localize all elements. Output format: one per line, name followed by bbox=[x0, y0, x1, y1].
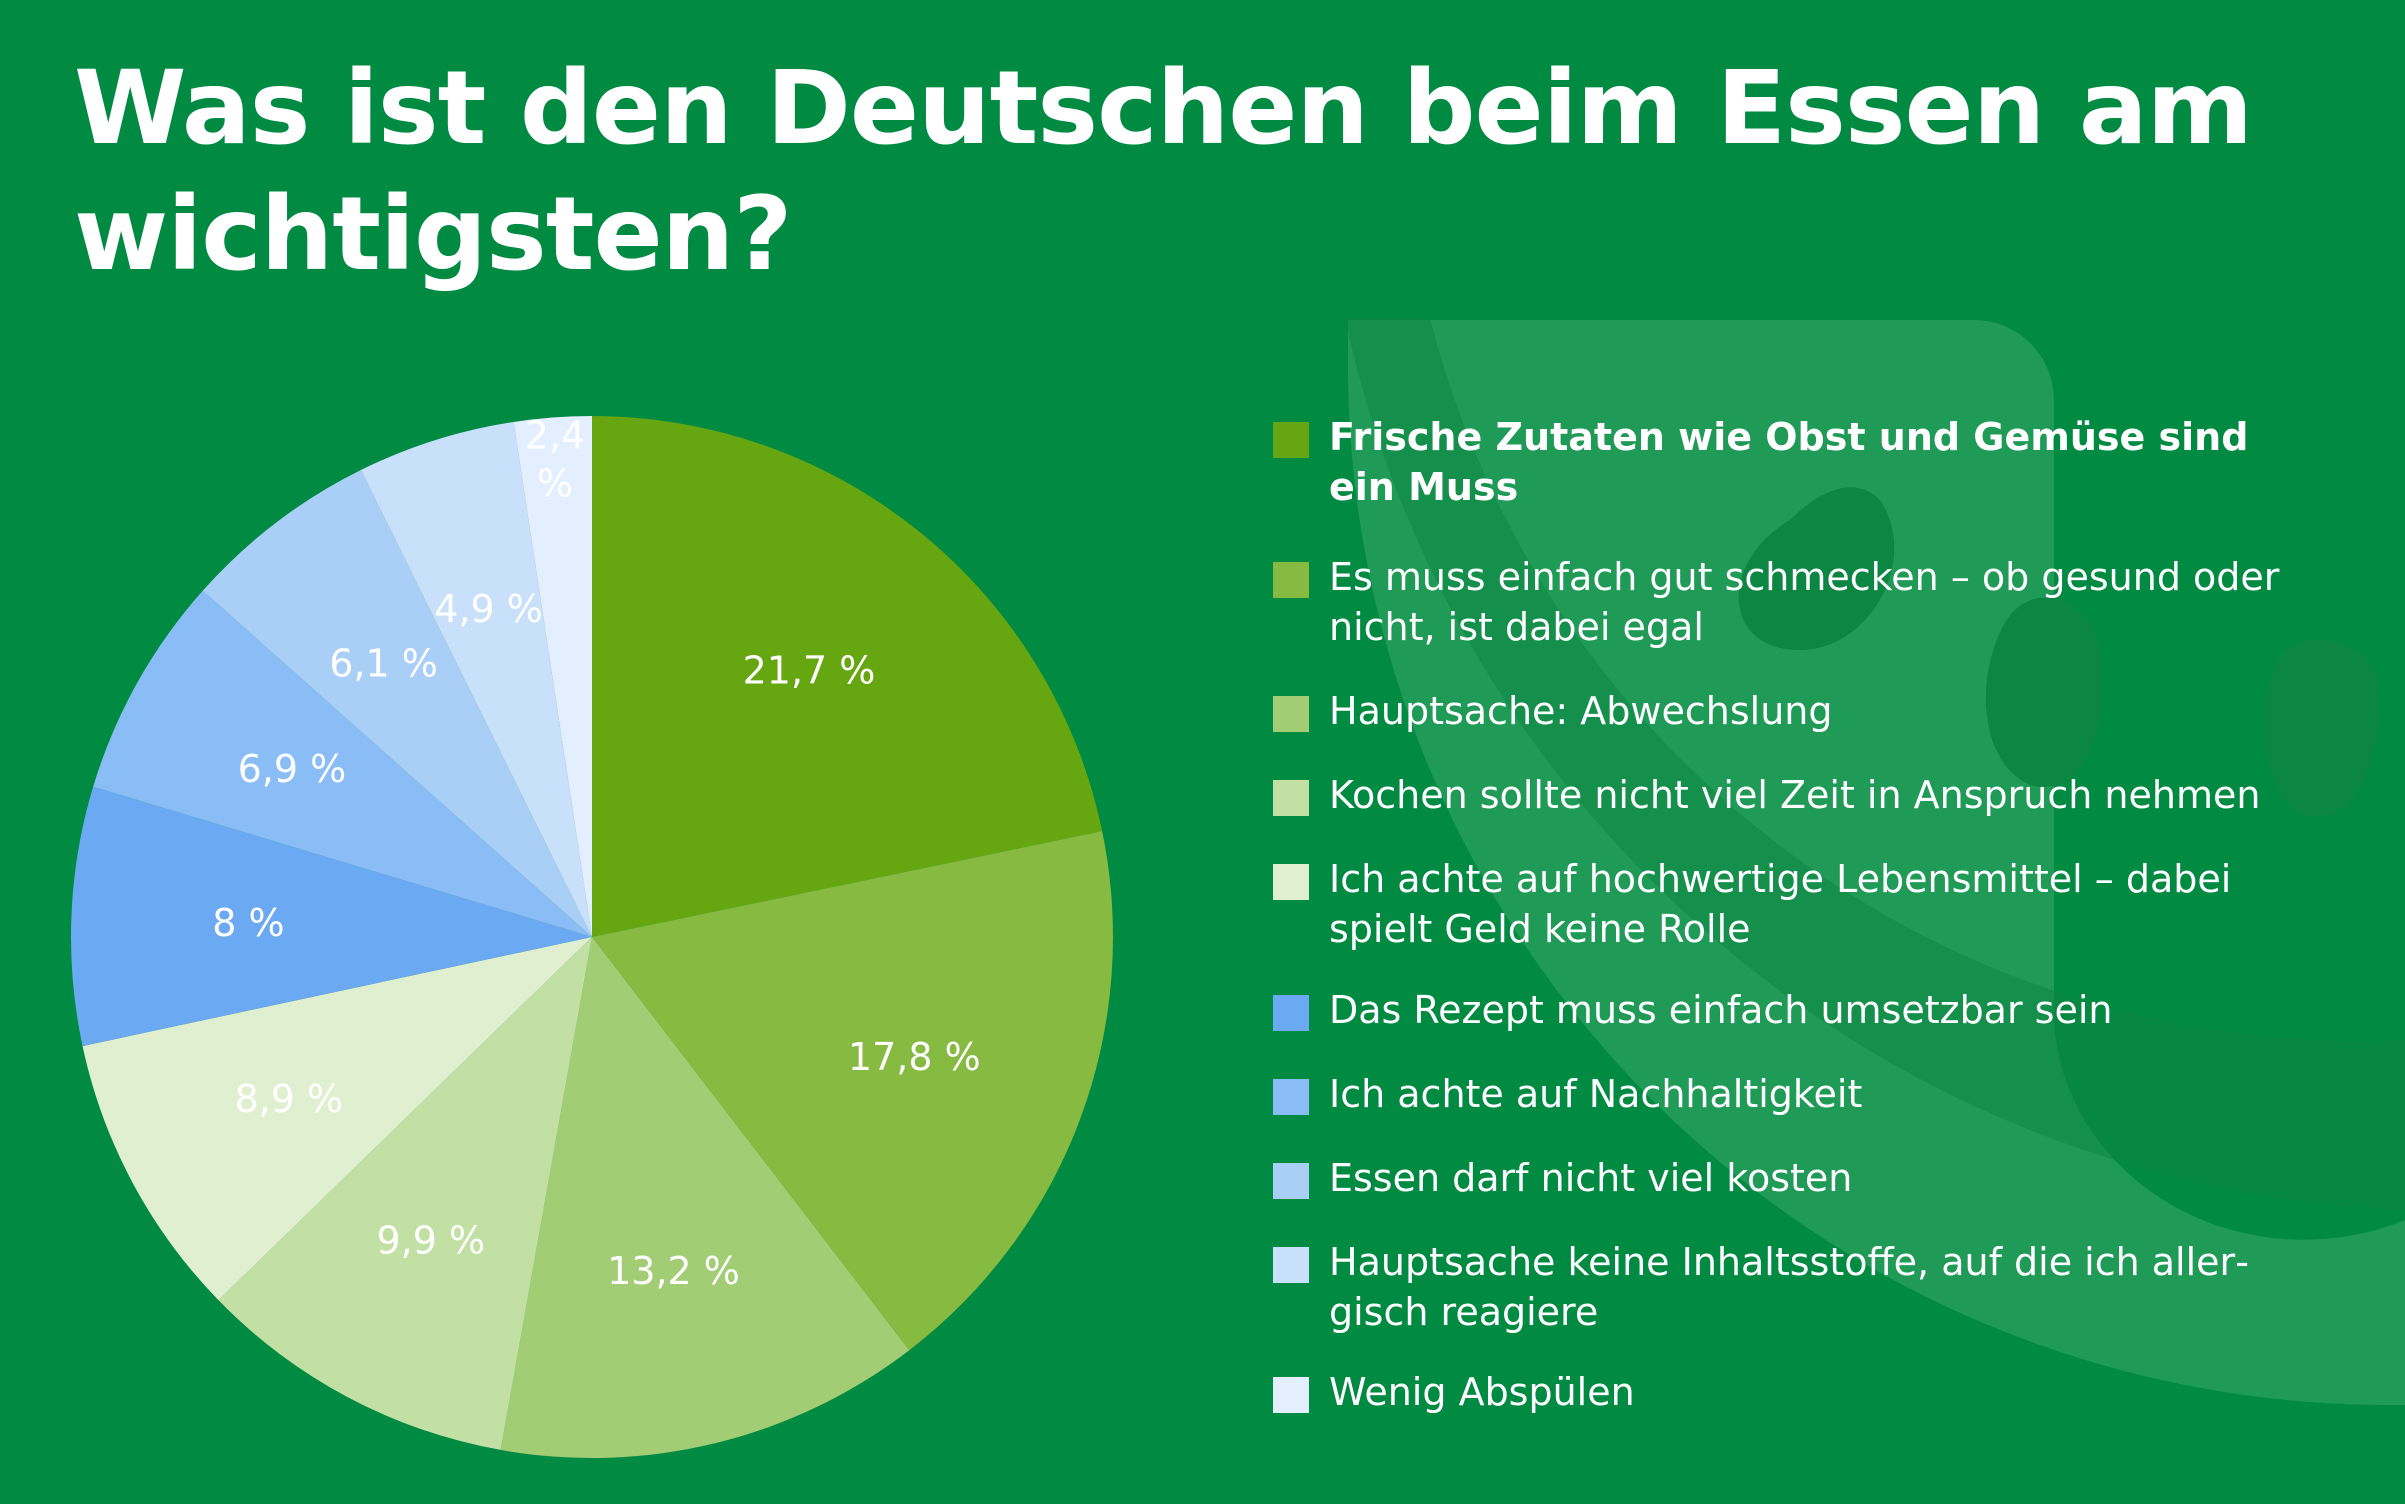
legend-label: Kochen sollte nicht viel Zeit in Anspruc… bbox=[1329, 773, 2261, 817]
legend-label: Es muss einfach gut schmecken – ob gesun… bbox=[1329, 555, 2280, 649]
legend-swatch bbox=[1273, 422, 1309, 458]
legend-item-9: Hauptsache keine Inhaltsstoffe, auf die … bbox=[1273, 1237, 2308, 1337]
pie-slice-label-4: 9,9 % bbox=[376, 1219, 485, 1263]
legend-label: Frische Zutaten wie Obst und Gemüse sind… bbox=[1329, 415, 2249, 509]
legend-label: Hauptsache: Abwechslung bbox=[1329, 689, 1833, 733]
pie-slice-label-9: 4,9 % bbox=[434, 587, 543, 631]
legend-swatch bbox=[1273, 995, 1309, 1031]
legend-item-6: Das Rezept muss einfach umsetzbar sein bbox=[1273, 985, 2308, 1035]
legend-item-7: Ich achte auf Nachhaltigkeit bbox=[1273, 1069, 2308, 1119]
legend-swatch bbox=[1273, 864, 1309, 900]
pie-slice-label-2: 17,8 % bbox=[848, 1035, 981, 1079]
pie-slice-label-3: 13,2 % bbox=[607, 1249, 740, 1293]
legend-item-3: Hauptsache: Abwechslung bbox=[1273, 686, 2308, 736]
legend-item-2: Es muss einfach gut schmecken – ob gesun… bbox=[1273, 552, 2308, 652]
pie-slice-8 bbox=[202, 470, 592, 937]
pie-slice-7 bbox=[93, 590, 593, 937]
pie-slice-label-1: 21,7 % bbox=[743, 648, 876, 692]
legend-label: Ich achte auf hochwertige Lebensmittel –… bbox=[1329, 857, 2232, 951]
pie-slice-label-6: 8 % bbox=[212, 901, 284, 945]
legend-item-5: Ich achte auf hochwertige Lebensmittel –… bbox=[1273, 854, 2308, 954]
pie-slice-label-8: 6,1 % bbox=[329, 642, 438, 686]
legend-label: Essen darf nicht viel kosten bbox=[1329, 1156, 1853, 1200]
pie-slice-6 bbox=[70, 786, 592, 1047]
legend-swatch bbox=[1273, 696, 1309, 732]
legend-swatch bbox=[1273, 1377, 1309, 1413]
pie-slice-9 bbox=[360, 421, 592, 937]
legend-swatch bbox=[1273, 780, 1309, 816]
pie-slice-5 bbox=[82, 937, 592, 1301]
pie-slice-3 bbox=[500, 937, 910, 1459]
legend-label: Hauptsache keine Inhaltsstoffe, auf die … bbox=[1329, 1240, 2249, 1334]
legend-swatch bbox=[1273, 1163, 1309, 1199]
legend-item-1: Frische Zutaten wie Obst und Gemüse sind… bbox=[1273, 412, 2308, 512]
pie-slice-1 bbox=[592, 416, 1103, 937]
chart-title: Was ist den Deutschen beim Essen am wich… bbox=[74, 49, 2253, 294]
legend-item-10: Wenig Abspülen bbox=[1273, 1367, 2308, 1417]
legend-label: Das Rezept muss einfach umsetzbar sein bbox=[1329, 988, 2113, 1032]
pie-slice-label-10: 2,4% bbox=[525, 414, 585, 506]
legend-swatch bbox=[1273, 1247, 1309, 1283]
pie-slice-2 bbox=[592, 831, 1113, 1351]
legend-swatch bbox=[1273, 1079, 1309, 1115]
pie-slice-labels: 21,7 % 17,8 % 13,2 % 9,9 % 8,9 % 8 % 6,9 % 6,1 … bbox=[212, 414, 980, 1293]
legend-item-8: Essen darf nicht viel kosten bbox=[1273, 1153, 2308, 1203]
pie-slice-4 bbox=[218, 937, 593, 1450]
pie-slices bbox=[70, 416, 1113, 1459]
pie-slice-label-5: 8,9 % bbox=[234, 1077, 343, 1121]
legend-label: Ich achte auf Nachhaltigkeit bbox=[1329, 1072, 1863, 1116]
pie-slice-10 bbox=[513, 416, 592, 937]
legend-label: Wenig Abspülen bbox=[1329, 1370, 1635, 1414]
pie-slice-label-7: 6,9 % bbox=[238, 747, 347, 791]
legend-swatch bbox=[1273, 562, 1309, 598]
legend-item-4: Kochen sollte nicht viel Zeit in Anspruc… bbox=[1273, 770, 2308, 820]
